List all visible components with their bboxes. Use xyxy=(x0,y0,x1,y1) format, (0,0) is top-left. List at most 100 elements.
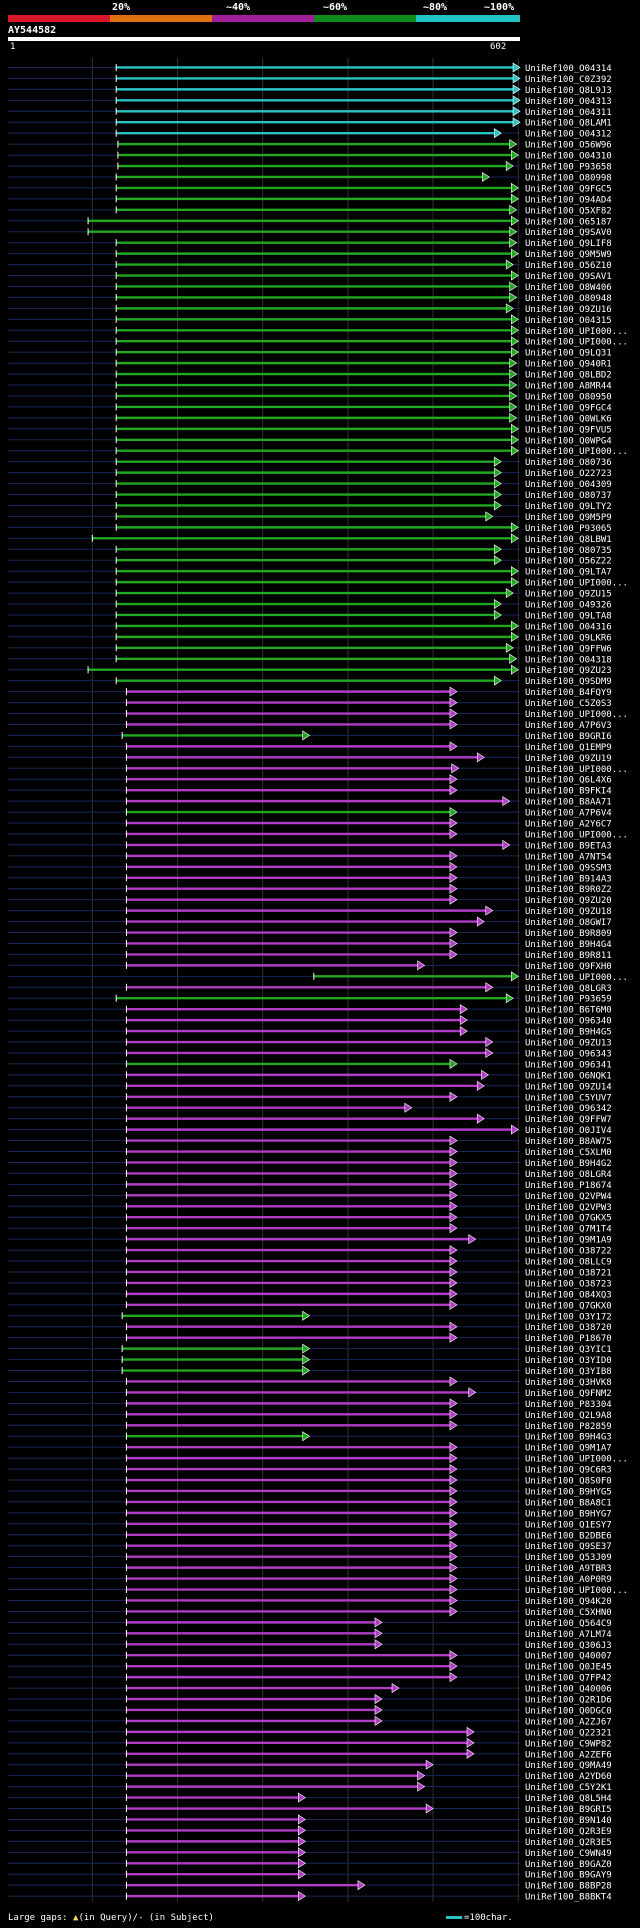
hit-label[interactable]: UniRef100_B9H4G4 xyxy=(525,940,612,950)
hit-label[interactable]: UniRef100_B9R811 xyxy=(525,951,612,961)
hit-label[interactable]: UniRef100_A2ZEF6 xyxy=(525,1750,612,1760)
hit-label[interactable]: UniRef100_B8BKT4 xyxy=(525,1893,612,1903)
hit-label[interactable]: UniRef100_O84XQ3 xyxy=(525,1290,612,1300)
hit-label[interactable]: UniRef100_A2YD60 xyxy=(525,1772,612,1782)
hit-label[interactable]: UniRef100_Q9ZU15 xyxy=(525,590,612,600)
hit-label[interactable]: UniRef100_Q9FNM2 xyxy=(525,1389,612,1399)
hit-label[interactable]: UniRef100_O04314 xyxy=(525,64,612,74)
hit-label[interactable]: UniRef100_Q1ESY7 xyxy=(525,1520,612,1530)
hit-label[interactable]: UniRef100_O3Y172 xyxy=(525,1312,612,1322)
hit-label[interactable]: UniRef100_O04310 xyxy=(525,152,612,162)
hit-label[interactable]: UniRef100_Q9LQ31 xyxy=(525,349,612,359)
hit-label[interactable]: UniRef100_UPI000... xyxy=(525,579,628,589)
hit-label[interactable]: UniRef100_B8AW75 xyxy=(525,1137,612,1147)
hit-label[interactable]: UniRef100_O3YID0 xyxy=(525,1356,612,1366)
hit-label[interactable]: UniRef100_Q22321 xyxy=(525,1728,612,1738)
hit-label[interactable]: UniRef100_Q9M5P9 xyxy=(525,513,612,523)
hit-label[interactable]: UniRef100_O80948 xyxy=(525,294,612,304)
hit-label[interactable]: UniRef100_Q5XF82 xyxy=(525,206,612,216)
hit-label[interactable]: UniRef100_Q0WPG4 xyxy=(525,436,612,446)
hit-label[interactable]: UniRef100_Q2VPW4 xyxy=(525,1192,612,1202)
hit-label[interactable]: UniRef100_O0JIV4 xyxy=(525,1126,612,1136)
hit-label[interactable]: UniRef100_B8BP28 xyxy=(525,1882,612,1892)
hit-label[interactable]: UniRef100_P93658 xyxy=(525,163,612,173)
hit-label[interactable]: UniRef100_O96341 xyxy=(525,1060,612,1070)
hit-label[interactable]: UniRef100_Q9LTA7 xyxy=(525,568,612,578)
hit-label[interactable]: UniRef100_Q9ZU19 xyxy=(525,754,612,764)
hit-label[interactable]: UniRef100_Q9FGC4 xyxy=(525,403,612,413)
hit-label[interactable]: UniRef100_C5Y2K1 xyxy=(525,1783,612,1793)
hit-label[interactable]: UniRef100_Q9SDM9 xyxy=(525,677,612,687)
hit-label[interactable]: UniRef100_Q94K20 xyxy=(525,1597,612,1607)
hit-label[interactable]: UniRef100_Q0JE45 xyxy=(525,1663,612,1673)
hit-label[interactable]: UniRef100_UPI000... xyxy=(525,973,628,983)
hit-label[interactable]: UniRef100_O6NQK1 xyxy=(525,1071,612,1081)
hit-label[interactable]: UniRef100_O9ZU13 xyxy=(525,1039,612,1049)
hit-label[interactable]: UniRef100_Q9M1A7 xyxy=(525,1444,612,1454)
hit-label[interactable]: UniRef100_O38723 xyxy=(525,1279,612,1289)
hit-label[interactable]: UniRef100_Q9M1A9 xyxy=(525,1236,612,1246)
hit-label[interactable]: UniRef100_Q9ZU23 xyxy=(525,666,612,676)
hit-label[interactable]: UniRef100_UPI000... xyxy=(525,830,628,840)
hit-label[interactable]: UniRef100_O04313 xyxy=(525,97,612,107)
hit-label[interactable]: UniRef100_O38722 xyxy=(525,1247,612,1257)
hit-label[interactable]: UniRef100_O38720 xyxy=(525,1323,612,1333)
hit-label[interactable]: UniRef100_B8A8C1 xyxy=(525,1498,612,1508)
hit-label[interactable]: UniRef100_Q9FGC5 xyxy=(525,184,612,194)
hit-label[interactable]: UniRef100_C5XHN0 xyxy=(525,1608,612,1618)
hit-label[interactable]: UniRef100_B9FKI4 xyxy=(525,787,612,797)
hit-label[interactable]: UniRef100_O96343 xyxy=(525,1049,612,1059)
hit-label[interactable]: UniRef100_O56Z22 xyxy=(525,557,612,567)
hit-label[interactable]: UniRef100_P18674 xyxy=(525,1181,612,1191)
hit-label[interactable]: UniRef100_C5XLM0 xyxy=(525,1148,612,1158)
hit-label[interactable]: UniRef100_Q8LBD2 xyxy=(525,371,612,381)
hit-label[interactable]: UniRef100_Q0DGC0 xyxy=(525,1706,612,1716)
hit-label[interactable]: UniRef100_Q9C6R3 xyxy=(525,1466,612,1476)
hit-label[interactable]: UniRef100_A9TBR3 xyxy=(525,1564,612,1574)
hit-label[interactable]: UniRef100_O56Z10 xyxy=(525,261,612,271)
hit-label[interactable]: UniRef100_B9H4G3 xyxy=(525,1433,612,1443)
hit-label[interactable]: UniRef100_Q7GKX5 xyxy=(525,1214,612,1224)
hit-label[interactable]: UniRef100_O56W96 xyxy=(525,141,612,151)
hit-label[interactable]: UniRef100_Q9ZU18 xyxy=(525,907,612,917)
hit-label[interactable]: UniRef100_Q8LBW1 xyxy=(525,535,612,545)
hit-label[interactable]: UniRef100_UPI000... xyxy=(525,1455,628,1465)
hit-label[interactable]: UniRef100_B9R0Z2 xyxy=(525,885,612,895)
hit-label[interactable]: UniRef100_UPI000... xyxy=(525,1586,628,1596)
hit-label[interactable]: UniRef100_O80737 xyxy=(525,491,612,501)
hit-label[interactable]: UniRef100_O9ZU14 xyxy=(525,1082,612,1092)
hit-label[interactable]: UniRef100_Q7M1T4 xyxy=(525,1225,612,1235)
hit-label[interactable]: UniRef100_Q306J3 xyxy=(525,1641,612,1651)
hit-label[interactable]: UniRef100_Q2VPW3 xyxy=(525,1203,612,1213)
hit-label[interactable]: UniRef100_O96340 xyxy=(525,1017,612,1027)
hit-label[interactable]: UniRef100_Q9SSM3 xyxy=(525,863,612,873)
hit-label[interactable]: UniRef100_Q8LGR3 xyxy=(525,984,612,994)
hit-label[interactable]: UniRef100_Q9MA49 xyxy=(525,1761,612,1771)
hit-label[interactable]: UniRef100_Q7FP42 xyxy=(525,1674,612,1684)
hit-label[interactable]: UniRef100_Q9SE37 xyxy=(525,1542,612,1552)
hit-label[interactable]: UniRef100_Q3YIB8 xyxy=(525,1367,612,1377)
hit-label[interactable]: UniRef100_Q1EMP9 xyxy=(525,743,612,753)
hit-label[interactable]: UniRef100_UPI000... xyxy=(525,710,628,720)
hit-label[interactable]: UniRef100_Q9FVU5 xyxy=(525,425,612,435)
hit-label[interactable]: UniRef100_Q9M5W9 xyxy=(525,250,612,260)
hit-label[interactable]: UniRef100_Q9SAV1 xyxy=(525,272,612,282)
hit-label[interactable]: UniRef100_Q40007 xyxy=(525,1652,612,1662)
hit-label[interactable]: UniRef100_O8GWI7 xyxy=(525,918,612,928)
hit-label[interactable]: UniRef100_Q53J09 xyxy=(525,1553,612,1563)
hit-label[interactable]: UniRef100_O22723 xyxy=(525,469,612,479)
hit-label[interactable]: UniRef100_O04311 xyxy=(525,108,612,118)
hit-label[interactable]: UniRef100_Q8S0F0 xyxy=(525,1477,612,1487)
hit-label[interactable]: UniRef100_Q0WLK6 xyxy=(525,414,612,424)
hit-label[interactable]: UniRef100_O96342 xyxy=(525,1104,612,1114)
hit-label[interactable]: UniRef100_Q9LKR6 xyxy=(525,633,612,643)
hit-label[interactable]: UniRef100_O38721 xyxy=(525,1268,612,1278)
hit-label[interactable]: UniRef100_Q940R1 xyxy=(525,360,612,370)
hit-label[interactable]: UniRef100_A7NT54 xyxy=(525,852,612,862)
hit-label[interactable]: UniRef100_B9HYG7 xyxy=(525,1509,612,1519)
hit-label[interactable]: UniRef100_B9R809 xyxy=(525,929,612,939)
hit-label[interactable]: UniRef100_B9H4G2 xyxy=(525,1159,612,1169)
hit-label[interactable]: UniRef100_UPI000... xyxy=(525,447,628,457)
hit-label[interactable]: UniRef100_Q9LTA8 xyxy=(525,611,612,621)
hit-label[interactable]: UniRef100_C9WP82 xyxy=(525,1739,612,1749)
